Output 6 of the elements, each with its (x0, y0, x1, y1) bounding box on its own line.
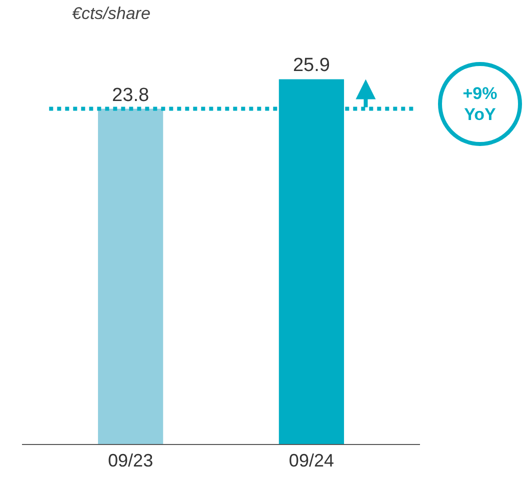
x-tick-label: 09/23 (108, 450, 154, 471)
x-tick-label: 09/24 (288, 450, 334, 471)
text: +9% YoY (438, 62, 522, 146)
data-label: 23.8 (112, 84, 150, 106)
data-label: 25.9 (292, 55, 330, 76)
y-axis-title: €cts/share (72, 4, 150, 23)
